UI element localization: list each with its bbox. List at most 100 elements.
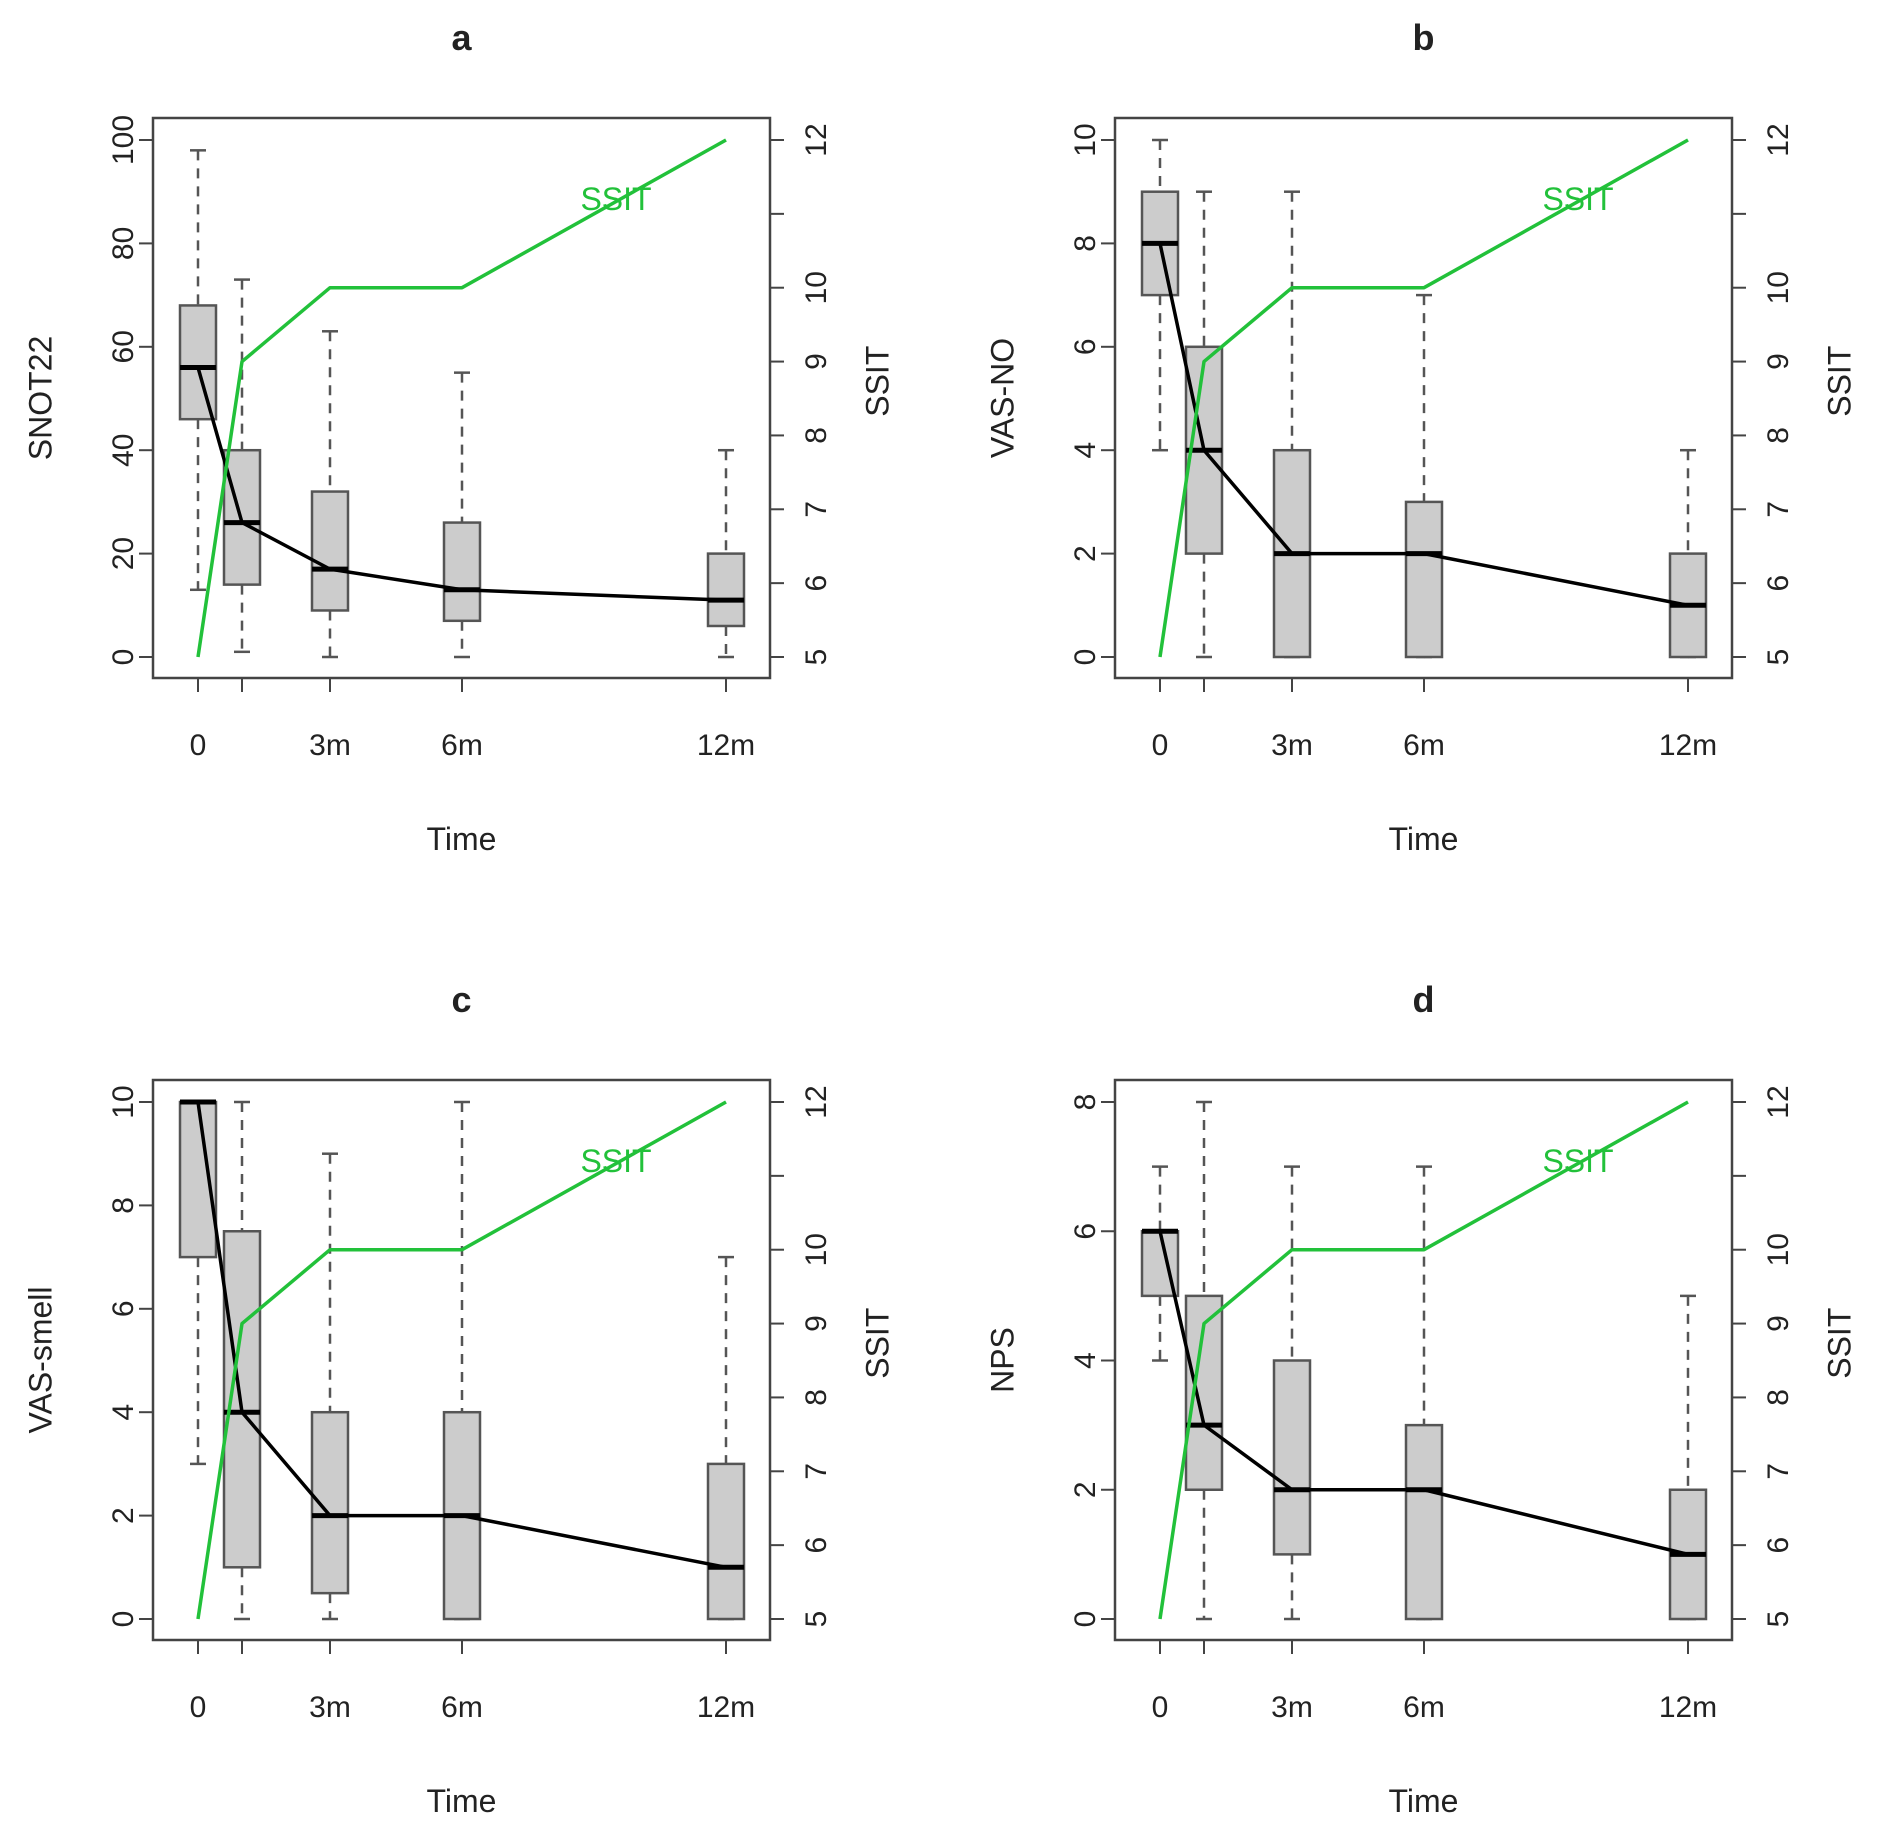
x-tick-label: 12m — [697, 1691, 755, 1724]
y-tick-label: 80 — [107, 227, 140, 260]
y-tick-label: 6 — [1069, 1223, 1102, 1240]
y2-tick-label: 5 — [800, 649, 833, 666]
y-tick-label: 2 — [107, 1507, 140, 1524]
box-iqr — [706, 552, 746, 628]
box-1 — [1184, 1100, 1224, 1621]
box-4 — [1668, 1294, 1708, 1621]
box-iqr — [1404, 500, 1444, 659]
box-3 — [1404, 293, 1444, 659]
panel-title: d — [1413, 979, 1435, 1020]
y2-tick-label: 7 — [800, 501, 833, 518]
y2-tick-label: 12 — [800, 123, 833, 156]
y2-tick-label: 6 — [1762, 1537, 1795, 1554]
box-1 — [1184, 190, 1224, 659]
y2-tick-label: 5 — [1762, 1611, 1795, 1628]
box-1 — [222, 278, 262, 654]
y2-tick-label: 6 — [1762, 575, 1795, 592]
x-axis-title: Time — [427, 1783, 497, 1819]
box-iqr — [1404, 1423, 1444, 1621]
y-tick-label: 0 — [1069, 649, 1102, 666]
x-tick-label: 6m — [1403, 1691, 1445, 1724]
x-tick-label: 3m — [309, 1691, 351, 1724]
y2-tick-label: 10 — [1762, 1233, 1795, 1266]
x-tick-label: 6m — [441, 729, 483, 762]
panel-title: a — [451, 17, 472, 58]
panel-title: b — [1413, 17, 1435, 58]
y2-tick-label: 5 — [1762, 649, 1795, 666]
median-trend-line — [196, 1101, 727, 1570]
y-tick-label: 8 — [1069, 235, 1102, 252]
y-axis-title: SNOT22 — [22, 336, 58, 460]
x-tick-label: 12m — [1659, 729, 1717, 762]
box-iqr — [1272, 1359, 1312, 1556]
y-tick-label: 40 — [107, 434, 140, 467]
y2-tick-label: 12 — [1762, 123, 1795, 156]
y2-tick-label: 5 — [800, 1611, 833, 1628]
x-axis-title: Time — [427, 821, 497, 857]
median-trend-line — [1158, 243, 1689, 608]
y2-tick-label: 10 — [800, 1233, 833, 1266]
x-axis-title: Time — [1389, 821, 1459, 857]
y-tick-label: 10 — [107, 1085, 140, 1118]
y2-tick-label: 10 — [800, 271, 833, 304]
y-tick-label: 6 — [1069, 338, 1102, 355]
y-tick-label: 0 — [1069, 1611, 1102, 1628]
box-1 — [222, 1100, 262, 1621]
y-tick-label: 6 — [107, 1300, 140, 1317]
y-tick-label: 4 — [1069, 442, 1102, 459]
x-axis-title: Time — [1389, 1783, 1459, 1819]
box-2 — [1272, 190, 1312, 659]
box-2 — [1272, 1165, 1312, 1621]
y2-tick-label: 8 — [1762, 427, 1795, 444]
y2-axis-title: SSIT — [1821, 1308, 1857, 1379]
ssit-series-label: SSIT — [580, 1143, 651, 1179]
x-tick-label: 3m — [1271, 729, 1313, 762]
y-tick-label: 4 — [107, 1404, 140, 1421]
box-3 — [1404, 1165, 1444, 1621]
box-4 — [1668, 448, 1708, 659]
y2-tick-label: 7 — [800, 1463, 833, 1480]
box-iqr — [442, 521, 482, 623]
y-tick-label: 2 — [1069, 545, 1102, 562]
y2-tick-label: 8 — [800, 1389, 833, 1406]
y2-tick-label: 9 — [800, 1315, 833, 1332]
ssit-series-label: SSIT — [580, 181, 651, 217]
panel-b: b 0 2 4 6 8 10 5 6 7 8 9 10 12 0 3m 6m 12m Time VAS-NO SSIT S… — [984, 17, 1857, 857]
y-axis-title: VAS-NO — [984, 338, 1020, 458]
x-tick-label: 6m — [1403, 729, 1445, 762]
y-tick-label: 2 — [1069, 1481, 1102, 1498]
y2-tick-label: 6 — [800, 575, 833, 592]
y2-tick-label: 10 — [1762, 271, 1795, 304]
y-tick-label: 0 — [107, 649, 140, 666]
panel-a: a 0 20 40 60 80 100 5 6 7 8 9 10 12 0 3m 6m 12m Time SNOT22… — [22, 17, 895, 857]
y2-tick-label: 12 — [1762, 1085, 1795, 1118]
y2-axis-title: SSIT — [1821, 346, 1857, 417]
ssit-series-label: SSIT — [1542, 1143, 1613, 1179]
x-tick-label: 0 — [190, 729, 207, 762]
y-axis-title: NPS — [984, 1327, 1020, 1393]
x-tick-label: 12m — [1659, 1691, 1717, 1724]
y2-axis-title: SSIT — [859, 1308, 895, 1379]
y-tick-label: 8 — [1069, 1094, 1102, 1111]
y-tick-label: 8 — [107, 1197, 140, 1214]
y2-tick-label: 7 — [1762, 501, 1795, 518]
panel-title: c — [451, 979, 471, 1020]
x-tick-label: 0 — [190, 1691, 207, 1724]
x-tick-label: 12m — [697, 729, 755, 762]
box-0 — [178, 149, 218, 592]
x-tick-label: 3m — [1271, 1691, 1313, 1724]
box-0 — [178, 1099, 218, 1466]
y-tick-label: 60 — [107, 330, 140, 363]
ssit-series-label: SSIT — [1542, 181, 1613, 217]
y2-tick-label: 12 — [800, 1085, 833, 1118]
panel-c: c 0 2 4 6 8 10 5 6 7 8 9 10 12 0 3m 6m 12m Time VAS-smell SS… — [22, 979, 895, 1819]
y2-axis-title: SSIT — [859, 346, 895, 417]
y-tick-label: 10 — [1069, 123, 1102, 156]
x-tick-label: 0 — [1152, 729, 1169, 762]
box-iqr — [310, 490, 350, 612]
box-0 — [1140, 1165, 1180, 1362]
y2-tick-label: 9 — [1762, 1315, 1795, 1332]
y2-tick-label: 8 — [1762, 1389, 1795, 1406]
y-tick-label: 0 — [107, 1611, 140, 1628]
